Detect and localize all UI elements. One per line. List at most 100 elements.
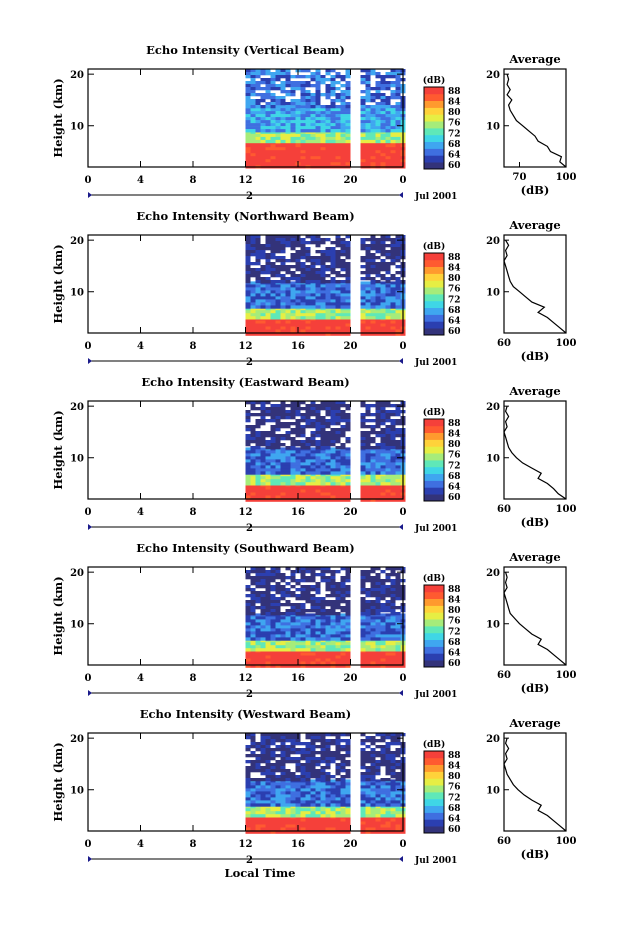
heat-cell (365, 162, 371, 166)
heat-cell (310, 742, 316, 746)
heat-cell (290, 736, 296, 740)
heat-cell (265, 313, 271, 317)
heat-cell (280, 634, 286, 638)
heat-cell (270, 655, 276, 659)
heat-cell (290, 156, 296, 160)
heat-cell (385, 139, 391, 144)
heat-cell (285, 794, 291, 798)
heat-cell (280, 284, 286, 288)
heat-cell (395, 751, 401, 755)
colorbar-unit: (dB) (423, 573, 445, 584)
colorbar-swatch (424, 446, 444, 454)
heat-cell (260, 736, 266, 740)
heat-cell (255, 332, 261, 336)
heat-cell (370, 99, 376, 103)
heat-cell (365, 250, 371, 254)
heat-cell (380, 495, 386, 499)
heat-cell (285, 259, 291, 263)
heat-cell (335, 808, 341, 812)
heat-cell (345, 117, 351, 121)
heat-cell (345, 108, 351, 112)
heat-cell (340, 425, 346, 429)
heat-cell (305, 250, 311, 254)
heat-cell (260, 310, 266, 314)
heat-cell (345, 450, 351, 454)
heat-cell (325, 293, 331, 297)
heat-cell (255, 763, 261, 767)
heat-cell (340, 456, 346, 460)
heat-cell (310, 320, 316, 324)
heat-cell (395, 567, 401, 571)
heat-cell (395, 147, 401, 151)
heat-cell (305, 256, 311, 260)
heat-cell (385, 619, 391, 623)
heat-cell (360, 419, 366, 423)
heat-cell (340, 616, 346, 620)
heat-cell (255, 277, 261, 281)
heat-cell (360, 585, 366, 589)
heat-cell (280, 114, 286, 118)
heat-cell (340, 576, 346, 580)
heat-cell (370, 123, 376, 127)
heat-cell (370, 117, 376, 121)
heat-cell (310, 803, 316, 807)
heat-cell (325, 637, 331, 641)
heat-cell (275, 87, 281, 91)
heat-cell (305, 613, 311, 617)
heat-cell (300, 274, 306, 278)
heat-cell (310, 603, 316, 607)
heat-cell (300, 616, 306, 620)
heat-cell (315, 588, 321, 592)
heat-cell (260, 754, 266, 758)
heat-cell (305, 310, 311, 314)
heat-cell (285, 241, 291, 245)
heat-cell (380, 603, 386, 607)
heat-cell (290, 307, 296, 311)
heat-cell (365, 271, 371, 275)
heat-cell (260, 492, 266, 496)
heat-cell (370, 766, 376, 770)
heat-cell (300, 459, 306, 463)
heat-cell (335, 830, 341, 834)
heat-cell (295, 748, 301, 752)
heat-cell (370, 594, 376, 598)
heat-cell (385, 290, 391, 294)
heat-cell (325, 238, 331, 242)
heat-cell (340, 410, 346, 414)
heat-cell (320, 259, 326, 263)
heat-cell (305, 824, 311, 828)
x-tick-label: 16 (291, 341, 305, 352)
heat-cell (330, 69, 336, 73)
heat-cell (390, 404, 396, 408)
heat-cell (250, 247, 256, 251)
heat-cell (345, 150, 351, 154)
heat-cell (370, 811, 376, 815)
heat-cell (345, 102, 351, 106)
heat-cell (315, 287, 321, 291)
heat-cell (290, 655, 296, 659)
heat-cell (345, 782, 351, 786)
heat-cell (250, 631, 256, 635)
heat-cell (390, 567, 396, 571)
heat-cell (275, 410, 281, 414)
colorbar-tick-label: 84 (448, 430, 461, 440)
heat-cell (380, 803, 386, 807)
heat-cell (330, 616, 336, 620)
heat-cell (300, 413, 306, 417)
heat-cell (285, 144, 291, 148)
heat-cell (305, 591, 311, 595)
x-tick-label: 20 (344, 507, 358, 518)
heat-cell (275, 256, 281, 260)
heat-cell (295, 814, 301, 818)
heat-cell (260, 123, 266, 127)
heat-cell (330, 471, 336, 475)
heat-cell (250, 498, 256, 502)
heat-cell (310, 766, 316, 770)
heat-cell (325, 567, 331, 571)
heat-cell (305, 235, 311, 239)
heat-cell (320, 302, 326, 306)
heat-cell (385, 262, 391, 266)
heat-cell (340, 428, 346, 432)
heat-cell (295, 287, 301, 291)
heat-cell (280, 772, 286, 776)
